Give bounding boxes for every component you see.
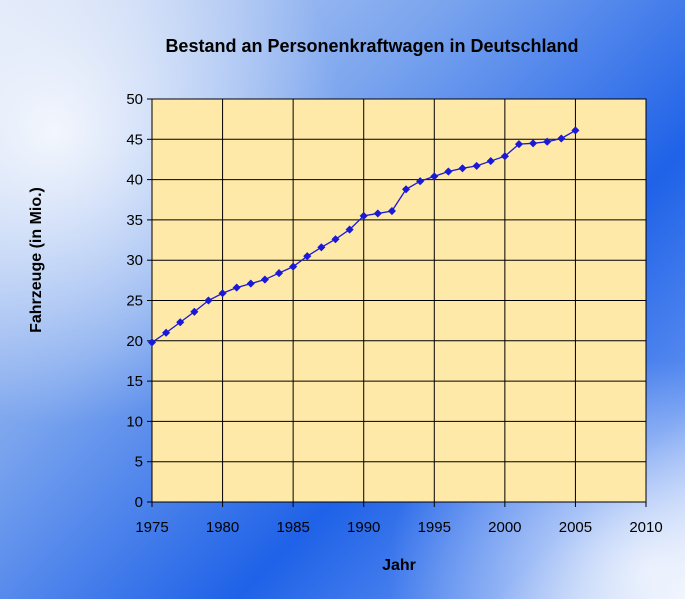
data-point <box>486 156 495 166</box>
x-axis-title: Jahr <box>382 557 416 574</box>
chart-title: Bestand an Personenkraftwagen in Deutsch… <box>165 36 578 56</box>
data-point <box>161 328 171 337</box>
y-tick-label: 45 <box>126 131 143 148</box>
data-point <box>190 307 199 316</box>
x-tick-label: 1990 <box>347 519 380 536</box>
y-tick-label: 20 <box>126 333 143 350</box>
data-point <box>303 252 312 261</box>
data-point <box>317 243 326 252</box>
y-axis: 0 5 10 15 20 25 30 35 40 45 50 <box>126 91 152 511</box>
y-tick-label: 0 <box>135 494 143 511</box>
data-point <box>204 296 213 305</box>
data-point <box>288 262 298 271</box>
data-point <box>444 167 453 176</box>
data-point <box>176 318 185 327</box>
data-point <box>528 139 538 148</box>
y-axis-title: Fahrzeuge (in Mio.) <box>28 187 45 333</box>
data-point <box>232 283 241 292</box>
y-tick-label: 50 <box>126 91 143 108</box>
series <box>147 126 580 347</box>
data-point <box>246 279 255 288</box>
data-point <box>274 268 284 278</box>
x-tick-label: 2005 <box>559 519 592 536</box>
data-point <box>571 126 580 135</box>
y-tick-label: 15 <box>126 373 143 390</box>
data-point <box>430 172 439 181</box>
x-tick-label: 2000 <box>488 519 521 536</box>
y-tick-label: 5 <box>135 454 143 471</box>
data-point <box>543 137 552 146</box>
data-point <box>345 225 354 234</box>
data-point <box>260 275 270 284</box>
x-tick-label: 1995 <box>418 519 451 536</box>
grid <box>151 98 647 503</box>
y-tick-label: 10 <box>126 413 143 430</box>
data-point <box>331 235 340 244</box>
data-point <box>387 206 397 216</box>
x-tick-label: 1985 <box>276 519 309 536</box>
x-axis: 1975 1980 1985 1990 1995 2000 2005 2010 <box>135 502 663 536</box>
data-point <box>416 177 425 186</box>
data-point <box>500 152 510 161</box>
y-tick-label: 35 <box>126 212 143 229</box>
y-tick-label: 30 <box>126 252 143 269</box>
data-point <box>218 289 227 298</box>
data-point <box>458 164 467 173</box>
y-tick-label: 40 <box>126 172 143 189</box>
data-point <box>147 338 157 347</box>
data-point <box>514 139 524 149</box>
x-tick-label: 1975 <box>135 519 168 536</box>
y-tick-label: 25 <box>126 293 143 310</box>
x-tick-label: 1980 <box>206 519 239 536</box>
data-point <box>373 209 382 218</box>
data-point <box>557 134 566 143</box>
data-point <box>359 211 368 221</box>
data-point <box>401 185 411 194</box>
data-point <box>472 161 481 171</box>
x-tick-label: 2010 <box>629 519 662 536</box>
